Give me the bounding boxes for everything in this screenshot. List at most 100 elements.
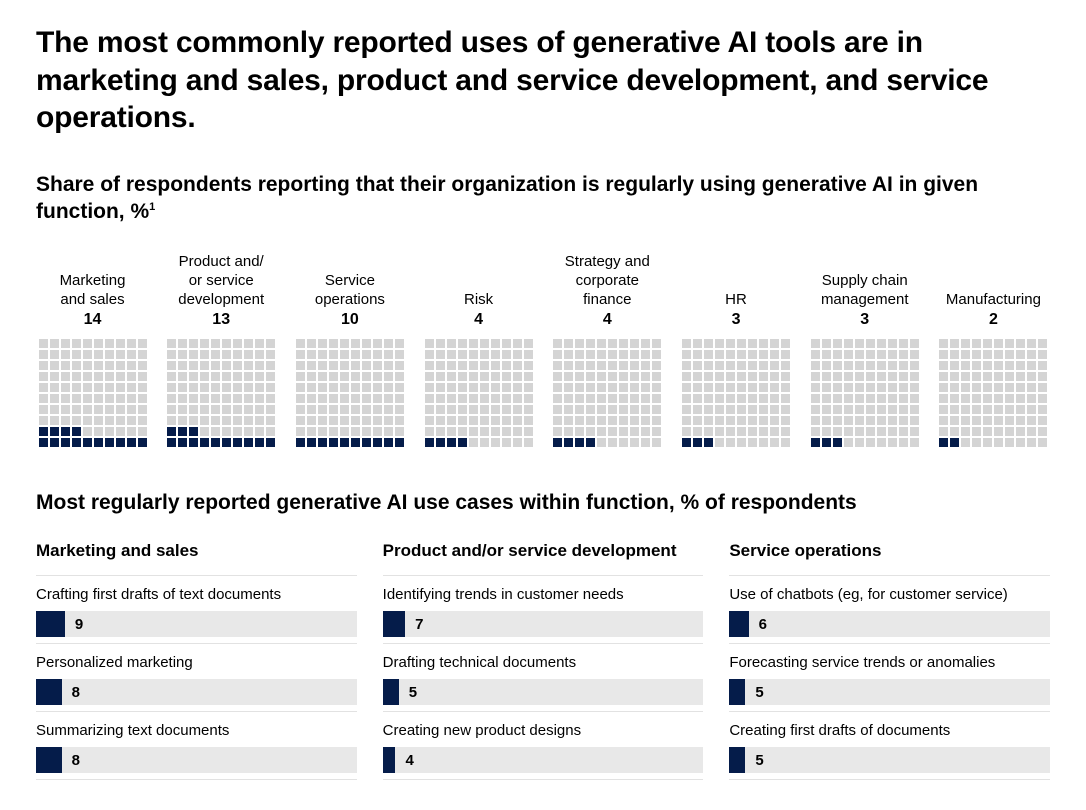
waffle-cell xyxy=(939,438,948,447)
bar-track: 6 xyxy=(729,611,1050,637)
waffle-cell xyxy=(83,383,92,392)
waffle-cell xyxy=(726,350,735,359)
waffle-cell xyxy=(362,361,371,370)
waffle-cell xyxy=(200,427,209,436)
waffle-cell xyxy=(811,372,820,381)
waffle-cell xyxy=(318,427,327,436)
waffle-cell xyxy=(296,394,305,403)
waffle-cell xyxy=(983,372,992,381)
waffle-cell xyxy=(950,372,959,381)
waffle-cell xyxy=(200,383,209,392)
waffle-cell xyxy=(641,416,650,425)
waffle-cell xyxy=(553,350,562,359)
waffle-cell xyxy=(770,416,779,425)
use-case-label: Personalized marketing xyxy=(36,654,357,671)
waffle-cell xyxy=(1005,438,1014,447)
waffle-cell xyxy=(888,438,897,447)
waffle-cell xyxy=(737,361,746,370)
waffle-cell xyxy=(340,405,349,414)
subhead-prefix: Share of respondents reporting that thei… xyxy=(36,173,978,223)
waffle-cell xyxy=(178,383,187,392)
waffle-cell xyxy=(726,394,735,403)
waffle-grid xyxy=(39,339,147,447)
waffle-cell xyxy=(127,339,136,348)
waffle-cell xyxy=(178,427,187,436)
waffle-cell xyxy=(373,372,382,381)
waffle-block: Marketing and sales14 xyxy=(36,263,149,447)
waffle-cell xyxy=(340,416,349,425)
waffle-cell xyxy=(436,339,445,348)
waffle-cell xyxy=(469,405,478,414)
waffle-cell xyxy=(395,394,404,403)
waffle-cell xyxy=(877,394,886,403)
waffle-cell xyxy=(244,350,253,359)
waffle-cell xyxy=(373,383,382,392)
waffle-cell xyxy=(211,394,220,403)
waffle-cell xyxy=(994,427,1003,436)
waffle-cell xyxy=(94,405,103,414)
waffle-block: Supply chain management3 xyxy=(808,263,921,447)
waffle-cell xyxy=(255,438,264,447)
waffle-cell xyxy=(458,361,467,370)
waffle-cell xyxy=(189,383,198,392)
waffle-cell xyxy=(200,372,209,381)
use-case-item: Personalized marketing8 xyxy=(36,643,357,705)
waffle-cell xyxy=(167,427,176,436)
waffle-cell xyxy=(833,361,842,370)
waffle-cell xyxy=(189,361,198,370)
waffle-value: 3 xyxy=(860,311,869,329)
waffle-cell xyxy=(726,405,735,414)
waffle-cell xyxy=(266,394,275,403)
waffle-cell xyxy=(1038,372,1047,381)
waffle-cell xyxy=(255,372,264,381)
waffle-cell xyxy=(72,361,81,370)
waffle-cell xyxy=(737,394,746,403)
waffle-cell xyxy=(116,438,125,447)
waffle-cell xyxy=(899,438,908,447)
waffle-cell xyxy=(950,416,959,425)
waffle-cell xyxy=(395,350,404,359)
waffle-cell xyxy=(972,394,981,403)
waffle-cell xyxy=(939,383,948,392)
waffle-cell xyxy=(575,394,584,403)
waffle-cell xyxy=(105,427,114,436)
waffle-cell xyxy=(72,405,81,414)
waffle-cell xyxy=(726,438,735,447)
waffle-cell xyxy=(491,416,500,425)
bar-fill xyxy=(36,679,62,705)
subhead-unit: % xyxy=(130,200,149,223)
waffle-cell xyxy=(899,372,908,381)
waffle-cell xyxy=(844,372,853,381)
waffle-cell xyxy=(524,416,533,425)
waffle-cell xyxy=(425,405,434,414)
waffle-cell xyxy=(575,427,584,436)
waffle-cell xyxy=(855,394,864,403)
waffle-cell xyxy=(855,361,864,370)
waffle-cell xyxy=(244,394,253,403)
waffle-cell xyxy=(619,427,628,436)
waffle-cell xyxy=(822,350,831,359)
waffle-cell xyxy=(877,383,886,392)
waffle-cell xyxy=(266,339,275,348)
waffle-cell xyxy=(682,416,691,425)
waffle-cell xyxy=(822,383,831,392)
waffle-cell xyxy=(425,427,434,436)
waffle-cell xyxy=(61,405,70,414)
waffle-cell xyxy=(855,416,864,425)
waffle-cell xyxy=(362,372,371,381)
waffle-cell xyxy=(822,361,831,370)
waffle-cell xyxy=(833,427,842,436)
waffle-cell xyxy=(395,383,404,392)
waffle-cell xyxy=(178,438,187,447)
waffle-cell xyxy=(384,438,393,447)
waffle-cell xyxy=(770,372,779,381)
waffle-cell xyxy=(1027,416,1036,425)
waffle-grid xyxy=(682,339,790,447)
waffle-cell xyxy=(384,416,393,425)
waffle-cell xyxy=(553,339,562,348)
waffle-cell xyxy=(704,405,713,414)
waffle-cell xyxy=(296,405,305,414)
waffle-cell xyxy=(318,350,327,359)
waffle-cell xyxy=(1038,350,1047,359)
waffle-cell xyxy=(693,350,702,359)
